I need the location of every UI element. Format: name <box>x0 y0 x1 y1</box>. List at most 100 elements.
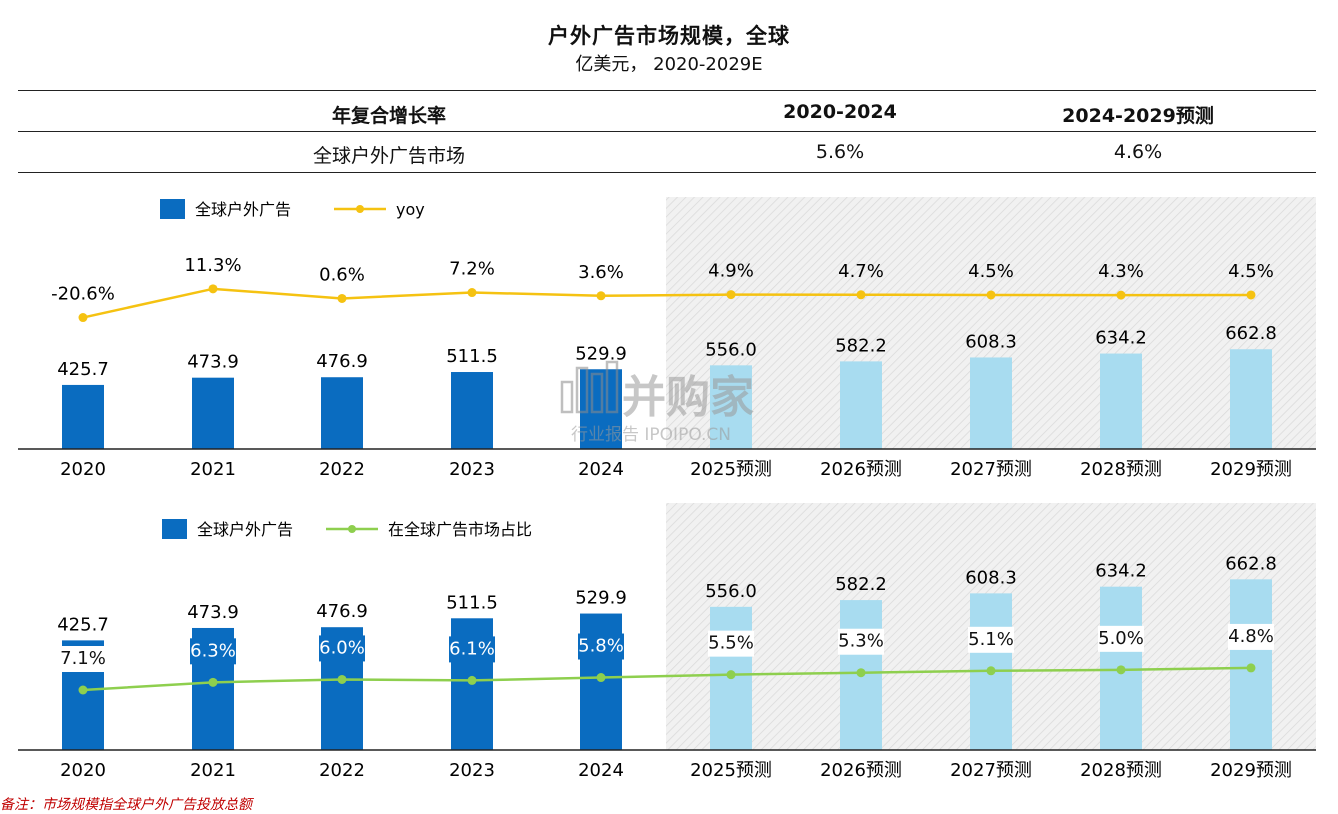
chart-market-size-share: 全球户外广告 在全球广告市场占比 425.7 2020 473.9 2021 476.9 20… <box>18 503 1316 781</box>
legend-line-marker <box>356 205 364 213</box>
category-label: 2028预测 <box>1080 459 1162 480</box>
bar-value-label: 473.9 <box>187 352 239 373</box>
category-label: 2027预测 <box>950 459 1032 480</box>
bar-value-label: 582.2 <box>835 335 887 356</box>
line-label-box <box>60 646 106 672</box>
legend-bar-swatch <box>162 519 187 539</box>
chart-title: 户外广告市场规模，全球 <box>548 24 790 48</box>
line-value-label: 7.1% <box>60 648 106 669</box>
category-label: 2029预测 <box>1210 459 1292 480</box>
bar <box>710 365 752 449</box>
cagr-value-period-1: 5.6% <box>815 141 865 163</box>
category-label: 2024 <box>578 760 624 781</box>
bar-value-label: 476.9 <box>316 601 368 622</box>
bar <box>840 361 882 449</box>
line-value-label: 4.9% <box>708 261 754 282</box>
line-label-box <box>708 630 754 657</box>
line-point <box>1246 290 1256 300</box>
table-rule-top <box>18 90 1316 91</box>
bar-value-label: 634.2 <box>1095 328 1147 349</box>
legend-bar-swatch <box>160 199 185 219</box>
watermark-logo-icon <box>560 360 619 414</box>
watermark: 并购家 行业报告 IPOIPO.CN <box>560 360 754 445</box>
footnote: 备注：市场规模指全球户外广告投放总额 <box>0 797 252 813</box>
line-value-label: 3.6% <box>578 262 624 283</box>
bar-value-label: 425.7 <box>57 614 109 635</box>
line-label-box <box>1098 625 1144 652</box>
cagr-row-label: 全球户外广告市场 <box>312 145 465 167</box>
legend-line-label: 在全球广告市场占比 <box>388 520 532 539</box>
bar-value-label: 425.7 <box>57 359 109 380</box>
category-label: 2023 <box>449 459 495 480</box>
line-label-box <box>1228 623 1274 650</box>
line-value-label: 5.8% <box>578 636 624 657</box>
legend-line-marker <box>348 525 356 533</box>
line-label-box <box>190 638 236 665</box>
line-point <box>1246 663 1256 673</box>
line-label-box <box>319 635 365 662</box>
bar <box>321 377 363 449</box>
bar-value-label: 511.5 <box>446 346 498 367</box>
line-point <box>1116 290 1126 300</box>
bar <box>970 357 1012 449</box>
bar <box>192 377 234 449</box>
line-value-label: 4.5% <box>968 261 1014 282</box>
line-point <box>856 668 866 678</box>
line-value-label: 6.3% <box>190 640 236 661</box>
line-point <box>78 313 88 323</box>
line-value-label: 4.8% <box>1228 626 1274 647</box>
bar-value-label: 473.9 <box>187 602 239 623</box>
category-label: 2021 <box>190 459 236 480</box>
watermark-tagline: 行业报告 IPOIPO.CN <box>571 425 731 445</box>
legend-bar-label: 全球户外广告 <box>195 200 291 219</box>
line-label-box <box>449 636 495 663</box>
line-value-label: 4.3% <box>1098 261 1144 282</box>
table-rule-bottom <box>18 172 1316 173</box>
line-value-label: 11.3% <box>184 255 241 276</box>
line-point <box>337 674 347 684</box>
line-value-label: 4.5% <box>1228 261 1274 282</box>
cagr-header-period-2: 2024-2029预测 <box>1062 105 1214 127</box>
bar-value-label: 529.9 <box>575 588 627 609</box>
category-label: 2029预测 <box>1210 760 1292 781</box>
line-point <box>986 666 996 676</box>
category-label: 2023 <box>449 760 495 781</box>
line-point <box>726 290 736 300</box>
bar-value-label: 511.5 <box>446 592 498 613</box>
category-label: 2027预测 <box>950 760 1032 781</box>
line-value-label: 5.3% <box>838 631 884 652</box>
legend-line-label: yoy <box>396 200 425 219</box>
category-label: 2020 <box>60 760 106 781</box>
line-point <box>856 290 866 300</box>
chart-subtitle: 亿美元， 2020-2029E <box>575 54 763 75</box>
line-value-label: 6.1% <box>449 638 495 659</box>
table-rule-mid <box>18 131 1316 132</box>
category-label: 2025预测 <box>690 459 772 480</box>
line-point <box>467 288 477 298</box>
line-value-label: 7.2% <box>449 259 495 280</box>
cagr-header-period-1: 2020-2024 <box>783 101 897 123</box>
category-label: 2025预测 <box>690 760 772 781</box>
line-series <box>82 666 1252 692</box>
line-series <box>82 287 1252 319</box>
line-point <box>1116 665 1126 675</box>
bar-value-label: 662.8 <box>1225 553 1277 574</box>
legend-bar-label: 全球户外广告 <box>197 520 293 539</box>
line-label-box <box>838 628 884 655</box>
bar-value-label: 529.9 <box>575 343 627 364</box>
line-point <box>208 284 218 294</box>
cagr-header-label: 年复合增长率 <box>331 105 446 127</box>
category-label: 2026预测 <box>820 459 902 480</box>
line-value-label: 5.5% <box>708 633 754 654</box>
line-value-label: 6.0% <box>319 637 365 658</box>
bar <box>451 372 493 449</box>
bar-value-label: 582.2 <box>835 574 887 595</box>
category-label: 2022 <box>319 760 365 781</box>
line-value-label: 0.6% <box>319 264 365 285</box>
bar-value-label: 476.9 <box>316 351 368 372</box>
bar-value-label: 556.0 <box>705 339 757 360</box>
line-value-label: -20.6% <box>51 284 115 305</box>
chart-market-size-yoy: 全球户外广告 yoy 425.7 2020 473.9 2021 476.9 2022 511.… <box>18 197 1316 480</box>
category-label: 2026预测 <box>820 760 902 781</box>
